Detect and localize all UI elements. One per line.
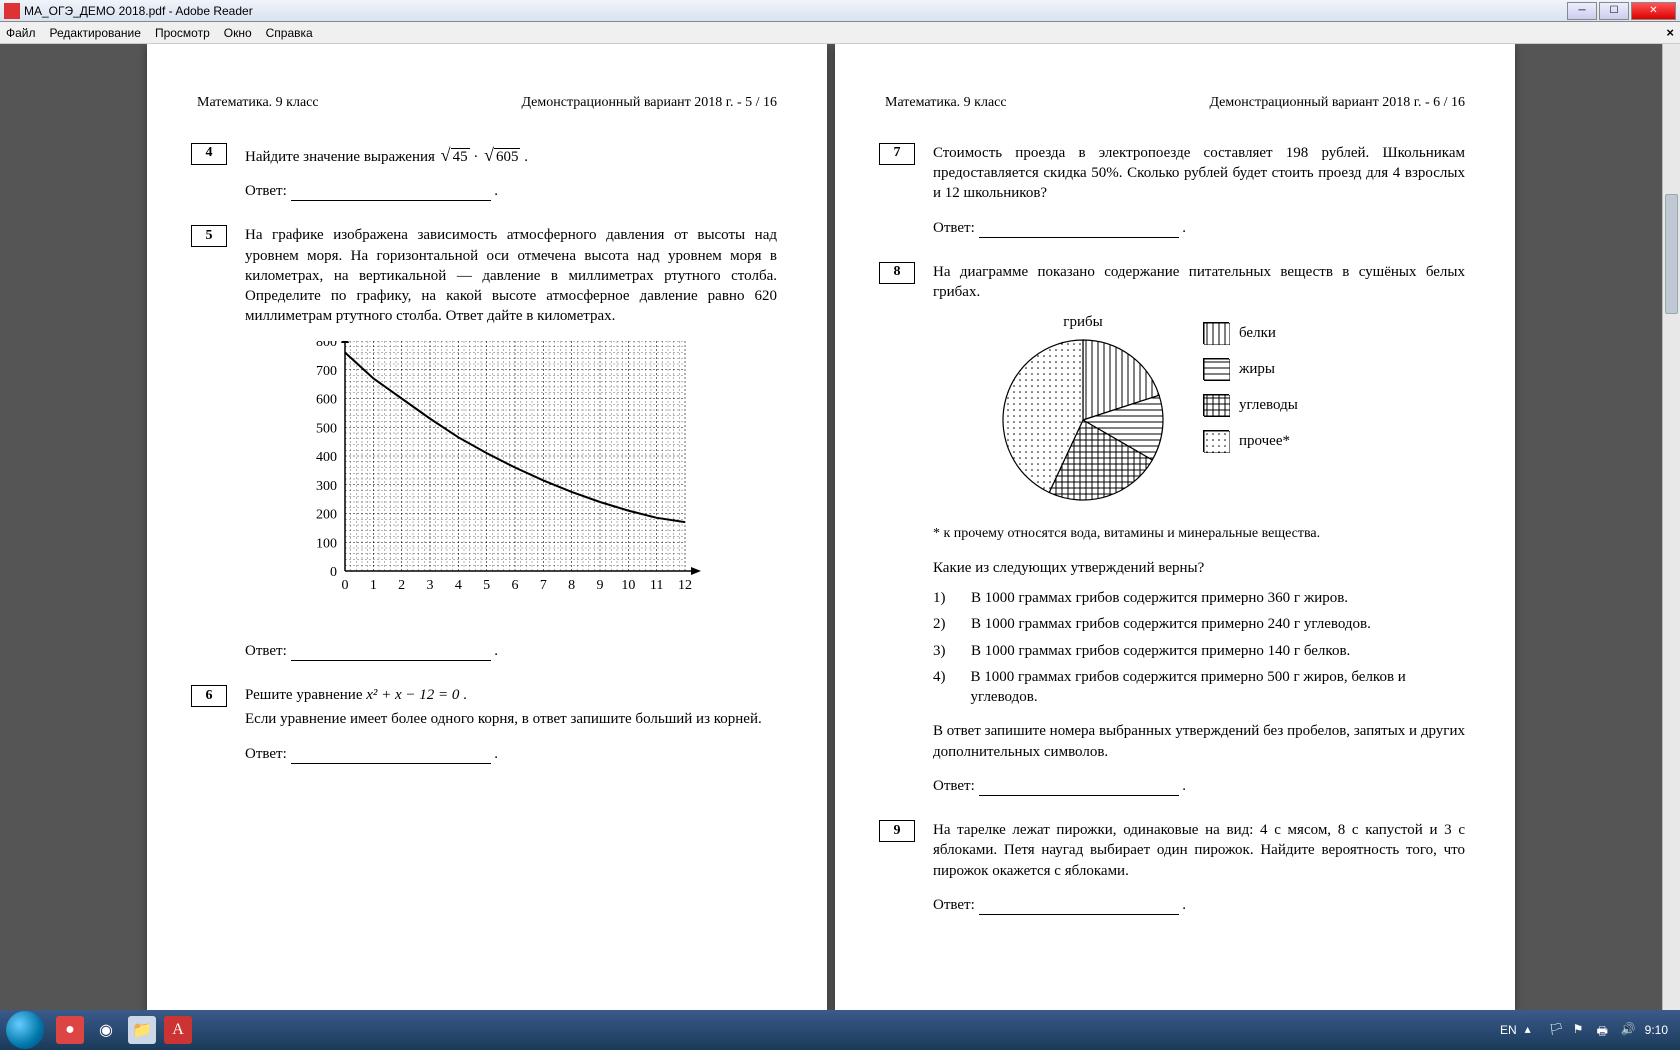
pie-legend: белки жиры углеводы прочее* [1203, 322, 1298, 452]
problem-9: 9 На тарелке лежат пирожки, одинаковые н… [885, 820, 1465, 915]
svg-text:0: 0 [330, 565, 337, 580]
taskbar-icon[interactable]: A [164, 1016, 192, 1044]
app-icon [4, 3, 20, 19]
options-list: 1)В 1000 граммах грибов содержится приме… [933, 588, 1465, 707]
svg-text:600: 600 [316, 392, 337, 407]
close-button[interactable]: ✕ [1631, 2, 1676, 20]
window-title: МА_ОГЭ_ДЕМО 2018.pdf - Adobe Reader [24, 4, 253, 18]
problem-number: 8 [879, 262, 915, 284]
svg-text:300: 300 [316, 478, 337, 493]
problem-5: 5 На графике изображена зависимость атмо… [197, 225, 777, 661]
problem-number: 9 [879, 820, 915, 842]
legend-swatch-uglevody [1203, 394, 1229, 416]
problem-8: 8 На диаграмме показано содержание питат… [885, 262, 1465, 796]
page-6: Математика. 9 класс Демонстрационный вар… [835, 44, 1515, 1010]
svg-text:7: 7 [540, 578, 547, 593]
legend-swatch-zhiry [1203, 358, 1229, 380]
taskbar-icon[interactable]: 📁 [128, 1016, 156, 1044]
tray-icon[interactable]: ▴ [1525, 1022, 1541, 1038]
taskbar: ● ◉ 📁 A EN ▴ 🏳 ⚑ 🖶 🔊 9:10 [0, 1010, 1680, 1050]
legend-swatch-belki [1203, 322, 1229, 344]
pressure-chart: 0123456789101112010020030040050060070080… [305, 341, 777, 627]
document-viewport: Математика. 9 класс Демонстрационный вар… [0, 44, 1662, 1010]
menu-edit[interactable]: Редактирование [50, 26, 141, 40]
svg-text:2: 2 [398, 578, 405, 593]
pie-note: * к прочему относятся вода, витамины и м… [933, 525, 1465, 544]
svg-text:1: 1 [370, 578, 377, 593]
vertical-scrollbar[interactable] [1662, 44, 1680, 1010]
svg-text:800: 800 [316, 341, 337, 350]
svg-text:10: 10 [621, 578, 635, 593]
close-doc-button[interactable]: × [1666, 25, 1674, 40]
minimize-button[interactable]: ─ [1567, 2, 1597, 20]
answer-line [979, 901, 1179, 915]
page-header-left: Математика. 9 класс [197, 94, 319, 113]
svg-text:3: 3 [427, 578, 434, 593]
problem-number: 6 [191, 685, 227, 707]
start-button[interactable] [6, 1011, 44, 1049]
problem-number: 5 [191, 225, 227, 247]
svg-text:500: 500 [316, 421, 337, 436]
page-header-right: Демонстрационный вариант 2018 г. - 5 / 1… [521, 94, 777, 113]
answer-line [291, 187, 491, 201]
svg-text:400: 400 [316, 450, 337, 465]
pie-title: грибы [993, 312, 1173, 332]
tray-icon[interactable]: 🔊 [1621, 1022, 1637, 1038]
svg-text:0: 0 [342, 578, 349, 593]
answer-line [291, 750, 491, 764]
system-tray: EN ▴ 🏳 ⚑ 🖶 🔊 9:10 [1500, 1022, 1674, 1038]
page-header-right: Демонстрационный вариант 2018 г. - 6 / 1… [1209, 94, 1465, 113]
problem-number: 4 [191, 143, 227, 165]
svg-text:11: 11 [650, 578, 663, 593]
svg-text:6: 6 [512, 578, 519, 593]
svg-text:9: 9 [597, 578, 604, 593]
menu-help[interactable]: Справка [266, 26, 313, 40]
pie-chart [993, 335, 1173, 505]
legend-swatch-prochee [1203, 430, 1229, 452]
problem-7: 7 Стоимость проезда в электропоезде сост… [885, 143, 1465, 238]
tray-icon[interactable]: ⚑ [1573, 1022, 1589, 1038]
sqrt-45: 45 [439, 143, 470, 167]
answer-line [291, 647, 491, 661]
svg-text:5: 5 [483, 578, 490, 593]
svg-text:200: 200 [316, 507, 337, 522]
problem-4: 4 Найдите значение выражения 45 · 605 . … [197, 143, 777, 202]
svg-text:700: 700 [316, 363, 337, 378]
svg-text:4: 4 [455, 578, 462, 593]
tray-icon[interactable]: 🏳 [1549, 1022, 1565, 1038]
question-text: Какие из следующих утверждений верны? [933, 558, 1465, 578]
svg-text:8: 8 [568, 578, 575, 593]
answer-line [979, 782, 1179, 796]
answer-line [979, 224, 1179, 238]
problem-number: 7 [879, 143, 915, 165]
tray-clock[interactable]: 9:10 [1645, 1023, 1668, 1037]
tray-icon[interactable]: 🖶 [1597, 1022, 1613, 1038]
svg-text:12: 12 [678, 578, 692, 593]
maximize-button[interactable]: ☐ [1599, 2, 1629, 20]
window-titlebar: МА_ОГЭ_ДЕМО 2018.pdf - Adobe Reader ─ ☐ … [0, 0, 1680, 22]
equation: x² + x − 12 = 0 [366, 687, 459, 703]
page-header-left: Математика. 9 класс [885, 94, 1007, 113]
answer-instruction: В ответ запишите номера выбранных утверж… [933, 721, 1465, 762]
menu-view[interactable]: Просмотр [155, 26, 210, 40]
taskbar-icon[interactable]: ◉ [92, 1016, 120, 1044]
tray-lang[interactable]: EN [1500, 1023, 1517, 1037]
menu-window[interactable]: Окно [224, 26, 252, 40]
scrollbar-thumb[interactable] [1665, 194, 1678, 314]
menu-file[interactable]: Файл [6, 26, 36, 40]
svg-text:100: 100 [316, 536, 337, 551]
sqrt-605: 605 [482, 143, 520, 167]
problem-6: 6 Решите уравнение x² + x − 12 = 0 . Есл… [197, 685, 777, 764]
menu-bar: Файл Редактирование Просмотр Окно Справк… [0, 22, 1680, 44]
page-5: Математика. 9 класс Демонстрационный вар… [147, 44, 827, 1010]
taskbar-icon[interactable]: ● [56, 1016, 84, 1044]
